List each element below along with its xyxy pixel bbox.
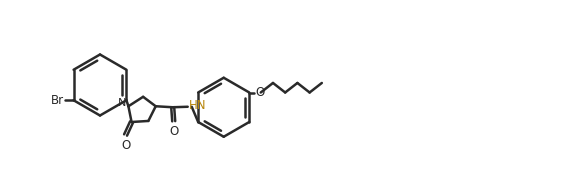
Text: N: N — [118, 98, 127, 108]
Text: Br: Br — [51, 94, 64, 107]
Text: O: O — [121, 139, 130, 152]
Text: O: O — [169, 125, 178, 138]
Text: HN: HN — [189, 99, 206, 112]
Text: O: O — [255, 86, 265, 99]
